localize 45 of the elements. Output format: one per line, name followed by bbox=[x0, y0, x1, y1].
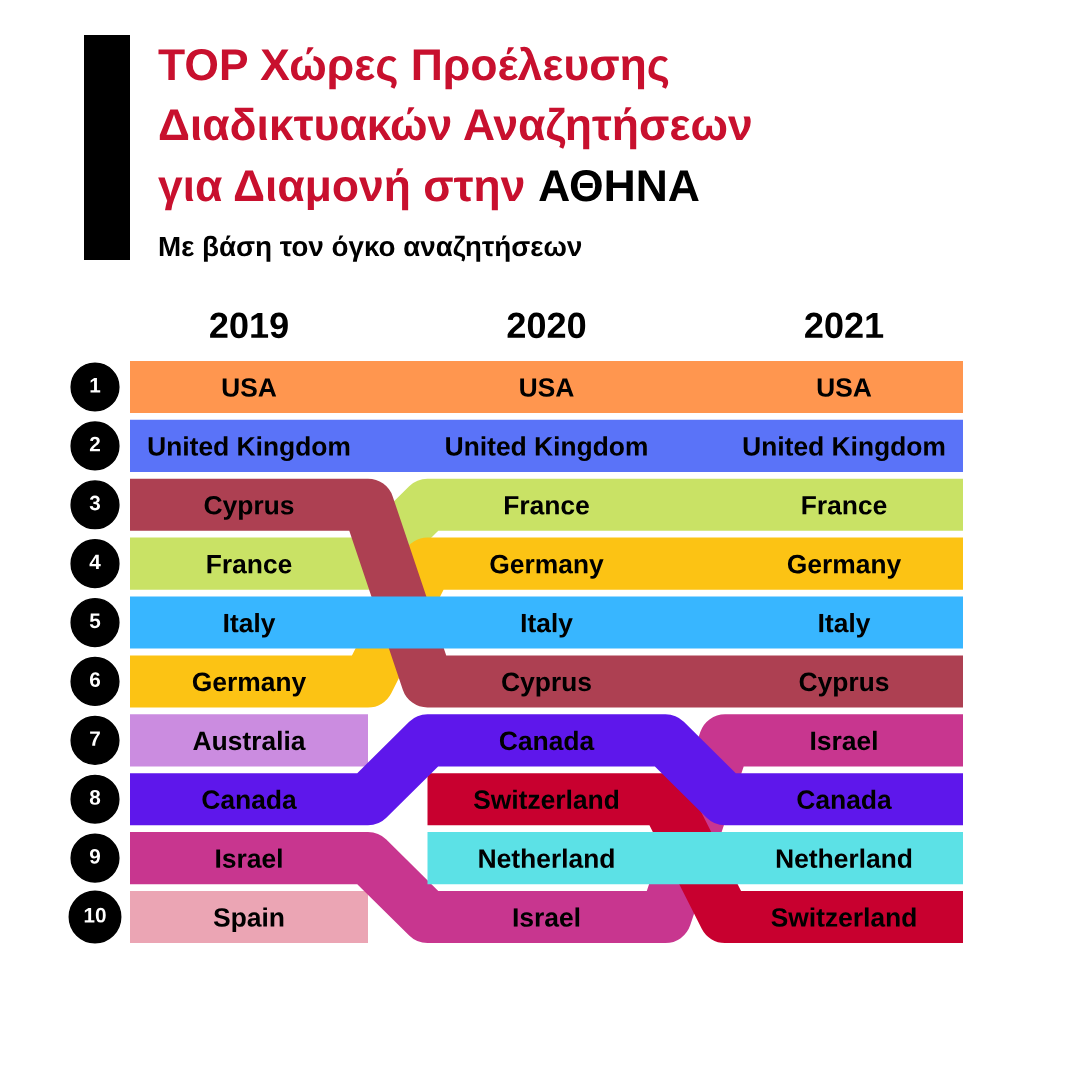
y-tick-label: 1 bbox=[90, 378, 101, 393]
text: Germany bbox=[192, 672, 307, 697]
series-label: Switzerland bbox=[473, 789, 619, 810]
series-label: Germany bbox=[490, 554, 604, 579]
series-label: Australia bbox=[193, 730, 306, 751]
series-label: USA bbox=[222, 378, 277, 397]
chart-title: TOP Χώρες Προέλευσης Διαδικτυακών Αναζητήσεων για Διαμονή στην ΑΘΗΝΑ bbox=[158, 46, 751, 211]
text: France bbox=[505, 496, 589, 515]
text: Cyprus bbox=[502, 672, 591, 697]
series-label: Italy bbox=[224, 612, 276, 638]
text: Germany bbox=[787, 554, 902, 579]
text: United Kingdom bbox=[743, 436, 945, 462]
text: Italy bbox=[521, 612, 573, 638]
chart-subtitle: Με βάση τον όγκο αναζητήσεων bbox=[159, 235, 582, 262]
text: Switzerland bbox=[771, 907, 916, 927]
text: Canada bbox=[499, 730, 595, 751]
text: United Kingdom bbox=[446, 436, 647, 462]
text: Cyprus bbox=[799, 672, 889, 697]
x-tick-label: 2020 bbox=[507, 312, 586, 339]
y-tick-label: 10 bbox=[84, 907, 106, 923]
y-tick-label: 6 bbox=[89, 672, 101, 688]
series-label: Spain bbox=[213, 907, 284, 933]
series-label: France bbox=[207, 555, 292, 574]
y-tick-label: 8 bbox=[89, 790, 101, 805]
text: France bbox=[802, 496, 887, 515]
text: USA bbox=[520, 378, 574, 397]
text: Canada bbox=[797, 789, 892, 810]
y-tick-label: 5 bbox=[89, 613, 101, 629]
series-label: Netherland bbox=[479, 848, 614, 868]
series-label: Cyprus bbox=[204, 495, 294, 520]
y-tick-label: 3 bbox=[89, 495, 101, 511]
y-tick-label: 2 bbox=[89, 436, 100, 452]
text: USA bbox=[817, 378, 872, 397]
text: Italy bbox=[819, 612, 871, 638]
text: Israel bbox=[811, 730, 877, 751]
text: Israel bbox=[513, 907, 580, 927]
y-tick-label: 9 bbox=[89, 848, 101, 864]
y-tick-label: 7 bbox=[90, 731, 100, 746]
series-label: Canada bbox=[202, 789, 297, 810]
series-label: Israel bbox=[216, 848, 282, 868]
series-label: United Kingdom bbox=[148, 436, 350, 462]
x-tick-label: 2021 bbox=[805, 312, 884, 339]
x-tick-label: 2019 bbox=[210, 312, 288, 339]
text: Netherland bbox=[776, 848, 912, 868]
y-tick-label: 4 bbox=[89, 554, 101, 570]
